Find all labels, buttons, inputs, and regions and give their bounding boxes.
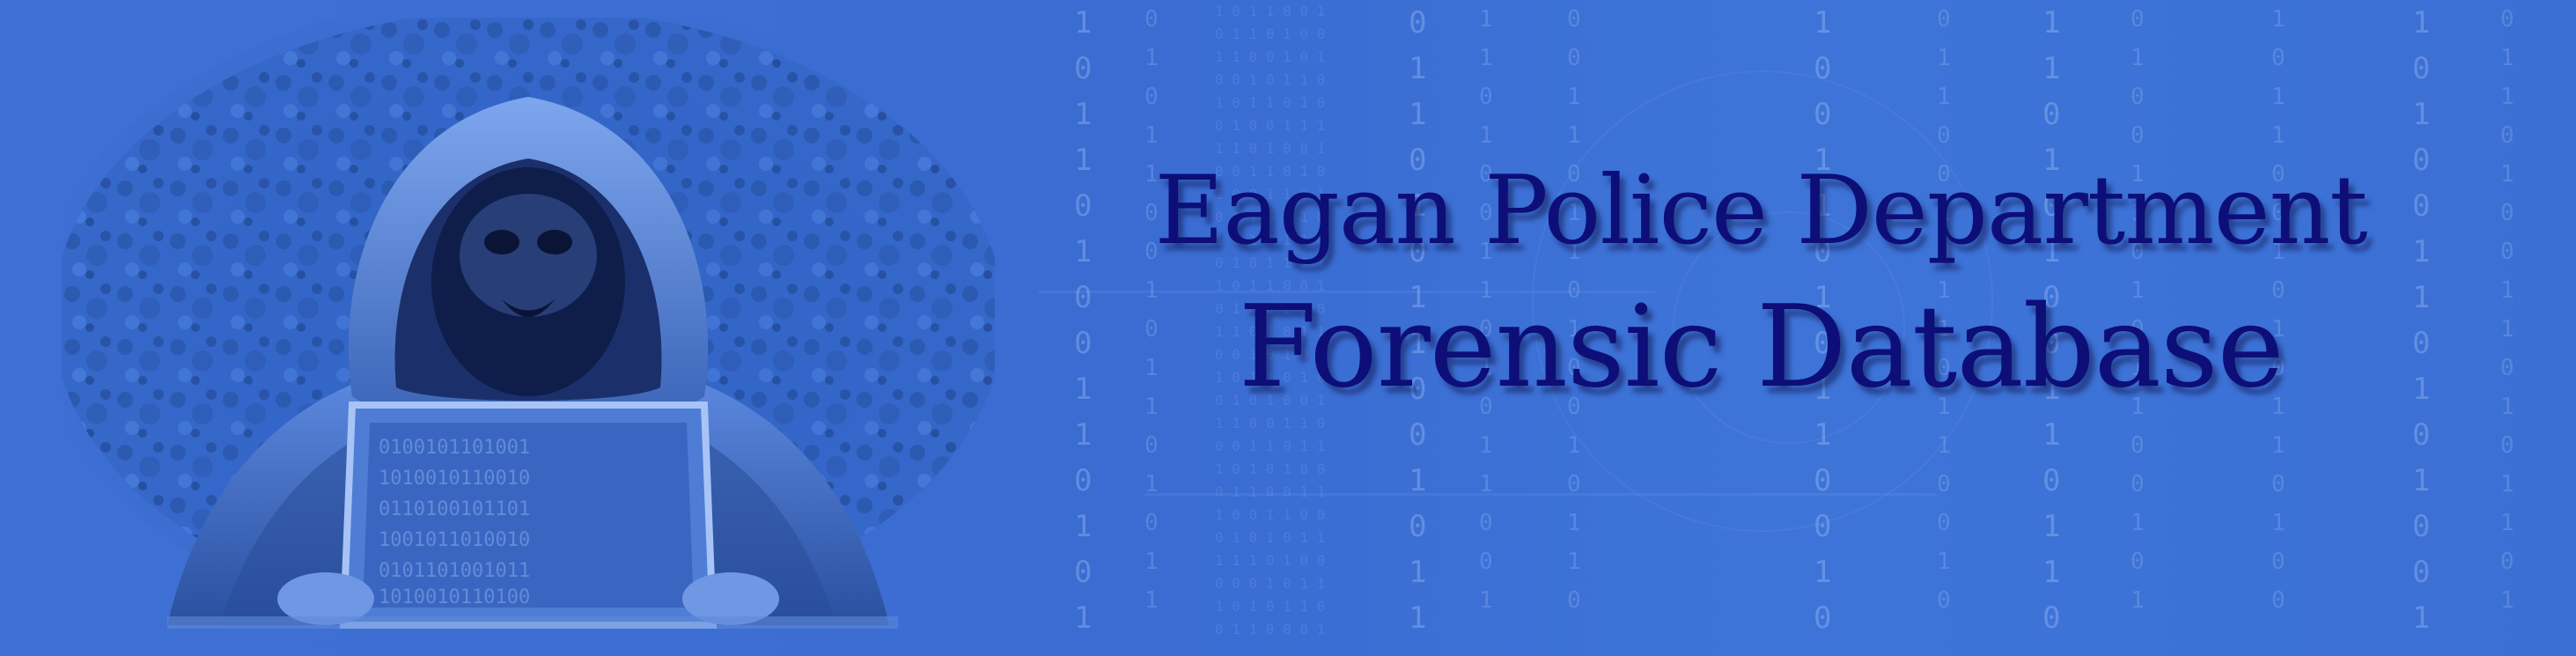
rain-column: 0 1 1 0 0 1 0 1 1 0 1 1 0 0 1 0 <box>1937 6 1951 614</box>
hooded-hacker-with-laptop-icon: 0100101101001 1010010110010 011010010110… <box>62 18 995 634</box>
binary-rain-background: 1 0 1 1 0 1 0 0 1 1 0 1 0 1 0 1 0 1 1 0 … <box>1039 0 2576 656</box>
rain-column: 0 1 0 1 1 0 0 1 0 1 1 0 1 0 1 1 <box>1144 6 1159 614</box>
department-title: Eagan Police Department <box>1154 156 2367 266</box>
svg-text:0100101101001: 0100101101001 <box>379 437 530 459</box>
circuit-ring <box>1673 211 1905 444</box>
rain-column: 1 0 0 1 1 0 1 0 1 1 0 0 1 0 <box>1814 5 1832 636</box>
database-title: Forensic Database <box>1238 282 2285 413</box>
rain-column: 0 1 1 0 1 0 0 1 1 0 1 0 1 1 0 1 <box>2500 6 2514 614</box>
rain-column: 1 0 1 0 0 1 1 0 1 0 1 0 0 1 <box>2412 5 2431 636</box>
rain-column: 0 1 0 0 1 1 0 1 0 1 1 0 0 1 0 1 <box>2131 6 2145 614</box>
rain-column: 1 1 0 1 0 1 0 0 1 1 0 1 1 0 <box>2042 5 2061 636</box>
rain-column: 1 1 0 1 0 0 1 1 0 1 0 1 1 0 0 1 <box>1479 6 1493 614</box>
svg-text:1010010110100: 1010010110100 <box>379 586 530 608</box>
rain-column: 1 0 1 1 0 0 1 0 1 1 0 1 0 0 1 1 0 0 1 0 … <box>1215 3 1326 638</box>
svg-text:1001011010010: 1001011010010 <box>379 529 530 551</box>
scan-line <box>1039 291 1655 293</box>
svg-text:0101101001011: 0101101001011 <box>379 560 530 582</box>
svg-text:0110100101101: 0110100101101 <box>379 498 530 520</box>
circuit-ring <box>1532 70 1993 532</box>
rain-column: 1 0 1 1 0 0 1 0 1 0 1 1 0 1 0 0 <box>2271 6 2285 614</box>
scan-line <box>1144 493 1937 496</box>
rain-column: 0 0 1 1 0 1 1 0 1 0 0 1 0 1 1 0 <box>1567 6 1581 614</box>
rain-column: 0 1 1 0 1 0 1 1 0 0 1 0 1 1 <box>1409 5 1427 636</box>
svg-text:1010010110010: 1010010110010 <box>379 468 530 490</box>
banner-title: Eagan Police Department Forensic Databas… <box>1100 150 2421 423</box>
rain-column: 1 0 1 1 0 1 0 0 1 1 0 1 0 1 <box>1074 5 1093 636</box>
